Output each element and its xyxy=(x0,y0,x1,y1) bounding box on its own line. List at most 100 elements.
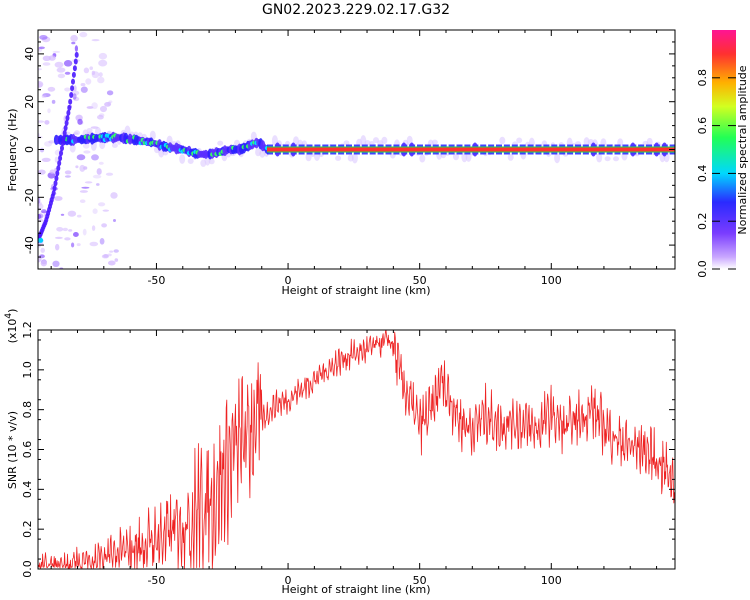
halo-blob xyxy=(208,158,215,165)
artifact-trace xyxy=(53,180,58,187)
noise-blob xyxy=(84,181,93,184)
noise-blob xyxy=(110,192,118,199)
noise-blob xyxy=(38,81,44,88)
noise-blob xyxy=(71,41,76,45)
artifact-trace xyxy=(54,175,59,182)
noise-blob xyxy=(76,243,81,247)
noise-blob xyxy=(91,154,99,161)
noise-blob xyxy=(82,143,90,149)
noise-blob xyxy=(39,35,48,40)
snr-ylabel: SNR (10 * v/v) xyxy=(6,411,19,489)
noise-blob xyxy=(101,223,107,228)
noise-blob xyxy=(63,60,73,67)
noise-blob xyxy=(107,253,112,257)
noise-blob xyxy=(74,45,78,52)
artifact-trace xyxy=(63,125,68,131)
snr-ticks: -50 0 50 100 0.0 0.2 0.4 0.6 0.8 1.0 1.2 xyxy=(21,321,675,587)
artifact-trace xyxy=(69,92,74,98)
noise-blob xyxy=(107,101,112,106)
noise-blob xyxy=(56,227,64,232)
artifact-trace xyxy=(67,104,72,111)
x-tick-label: 50 xyxy=(413,574,427,587)
y-tick-label: 0.4 xyxy=(21,481,34,499)
noise-blob xyxy=(79,164,86,172)
y-tick-label: 0.8 xyxy=(21,401,34,419)
noise-blob xyxy=(98,161,104,165)
noise-blob xyxy=(41,209,47,214)
artifact-trace xyxy=(68,98,73,105)
noise-blob xyxy=(80,86,88,93)
halo-blob xyxy=(69,143,76,153)
y-tick-label: 0.0 xyxy=(21,560,34,578)
halo-blob xyxy=(499,136,506,145)
noise-blob xyxy=(114,258,119,262)
noise-blob xyxy=(67,210,77,217)
x-tick-label: 100 xyxy=(541,574,562,587)
halo-blob xyxy=(360,135,367,147)
artifact-trace xyxy=(66,109,71,116)
noise-blob xyxy=(109,250,114,253)
svg-text:(x104): (x104) xyxy=(4,309,19,344)
noise-blob xyxy=(76,214,82,218)
noise-blob xyxy=(42,62,51,66)
noise-blob xyxy=(38,68,43,71)
noise-blob xyxy=(64,170,72,175)
noise-blob xyxy=(92,174,102,179)
noise-blob xyxy=(113,249,119,253)
spectrogram-ticks: -50 0 50 100 -40 -20 0 20 40 xyxy=(23,30,675,287)
snr-plot-area xyxy=(38,330,675,569)
noise-blob xyxy=(79,31,88,38)
noise-blob xyxy=(49,169,56,174)
y-tick-label: 1.0 xyxy=(21,361,34,379)
noise-blob xyxy=(96,168,102,175)
noise-blob xyxy=(91,70,96,75)
x-tick-label: 50 xyxy=(413,274,427,287)
artifact-trace xyxy=(55,170,60,177)
halo-blob xyxy=(217,140,224,146)
noise-blob xyxy=(44,141,53,147)
noise-blob xyxy=(38,213,42,220)
x-tick-label: 0 xyxy=(285,274,292,287)
snr-multiplier-close: ) xyxy=(6,309,19,313)
noise-blob xyxy=(62,227,68,232)
halo-blob xyxy=(507,153,514,161)
x-tick-label: 0 xyxy=(285,574,292,587)
artifact-peak xyxy=(38,237,44,243)
halo-blob xyxy=(554,152,561,164)
snr-multiplier-exp: 4 xyxy=(4,313,14,319)
artifact-trace xyxy=(59,150,63,157)
noise-blob xyxy=(85,78,92,85)
noise-blob xyxy=(64,237,71,241)
snr-series-line xyxy=(38,330,675,569)
colorbar: 0.0 0.2 0.4 0.6 0.8 Normalized spectral ampl… xyxy=(696,30,749,278)
spectrogram-ylabel: Frequency (Hz) xyxy=(6,109,19,192)
halo-blob xyxy=(453,153,459,161)
noise-blob xyxy=(76,154,86,161)
noise-blob xyxy=(38,201,42,206)
artifact-trace xyxy=(73,58,78,65)
y-tick-label: -40 xyxy=(23,236,36,254)
noise-blob xyxy=(54,156,59,163)
artifact-trace xyxy=(52,185,57,192)
artifact-trace xyxy=(56,165,61,172)
noise-blob xyxy=(38,169,46,175)
halo-blob xyxy=(516,137,523,144)
y-tick-label: 0 xyxy=(23,146,36,153)
y-tick-label: 40 xyxy=(23,47,36,61)
noise-blob xyxy=(38,46,45,50)
noise-blob xyxy=(113,219,116,222)
y-tick-label: 0.6 xyxy=(21,441,34,459)
noise-blob xyxy=(47,108,51,114)
noise-blob xyxy=(47,86,56,92)
noise-blob xyxy=(91,39,100,42)
artifact-trace xyxy=(65,115,70,121)
snr-panel: -50 0 50 100 0.0 0.2 0.4 0.6 0.8 1.0 1.2 Height of… xyxy=(4,309,676,596)
noise-blob xyxy=(39,147,45,153)
noise-blob xyxy=(38,203,44,210)
artifact-trace xyxy=(57,160,62,167)
noise-blob xyxy=(92,208,98,214)
spectrogram-xlabel: Height of straight line (km) xyxy=(281,284,430,297)
x-tick-label: -50 xyxy=(147,274,165,287)
artifact-trace xyxy=(64,120,69,126)
